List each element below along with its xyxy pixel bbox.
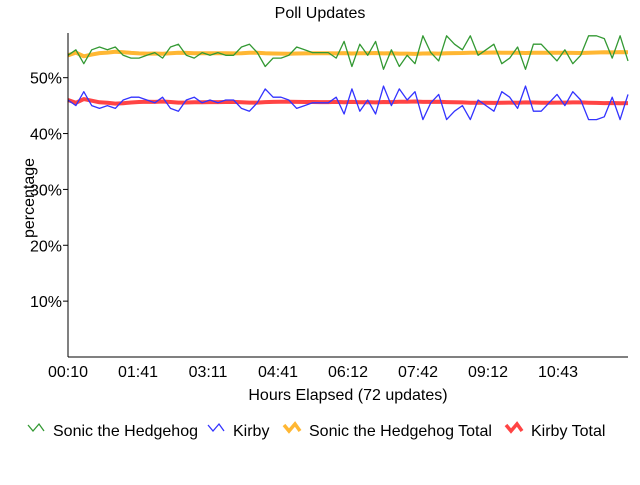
series-sonic-line <box>67 35 629 70</box>
legend: Sonic the Hedgehog Kirby Sonic the Hedgeho… <box>27 421 605 440</box>
x-tick-label: 01:41 <box>118 364 158 381</box>
x-axis-label: Hours Elapsed (72 updates) <box>248 387 447 404</box>
y-axis-label: percentage <box>21 158 38 238</box>
legend-label: Sonic the Hedgehog Total <box>309 423 492 440</box>
legend-swatch-icon <box>282 421 302 434</box>
x-tick-label: 09:12 <box>468 364 508 381</box>
x-tick-label: 07:42 <box>398 364 438 381</box>
y-tick-label: 10% <box>30 294 62 311</box>
legend-swatch-icon <box>27 422 45 433</box>
y-tick-label: 30% <box>30 182 62 199</box>
y-tick-label: 20% <box>30 238 62 255</box>
legend-label: Kirby Total <box>531 423 605 440</box>
series-kirby-line <box>67 85 629 121</box>
chart-title: Poll Updates <box>275 5 366 22</box>
y-tick-label: 40% <box>30 127 62 144</box>
x-tick-label: 06:12 <box>328 364 368 381</box>
y-tick-label: 50% <box>30 71 62 88</box>
legend-swatch-icon <box>207 422 225 433</box>
x-tick-label: 03:11 <box>189 364 228 381</box>
x-tick-label: 00:10 <box>48 364 88 381</box>
x-tick-label: 10:43 <box>538 364 578 381</box>
x-tick-label: 04:41 <box>258 364 298 381</box>
legend-label: Sonic the Hedgehog <box>53 423 198 440</box>
legend-label: Kirby <box>233 423 269 440</box>
legend-swatch-icon <box>504 421 524 434</box>
